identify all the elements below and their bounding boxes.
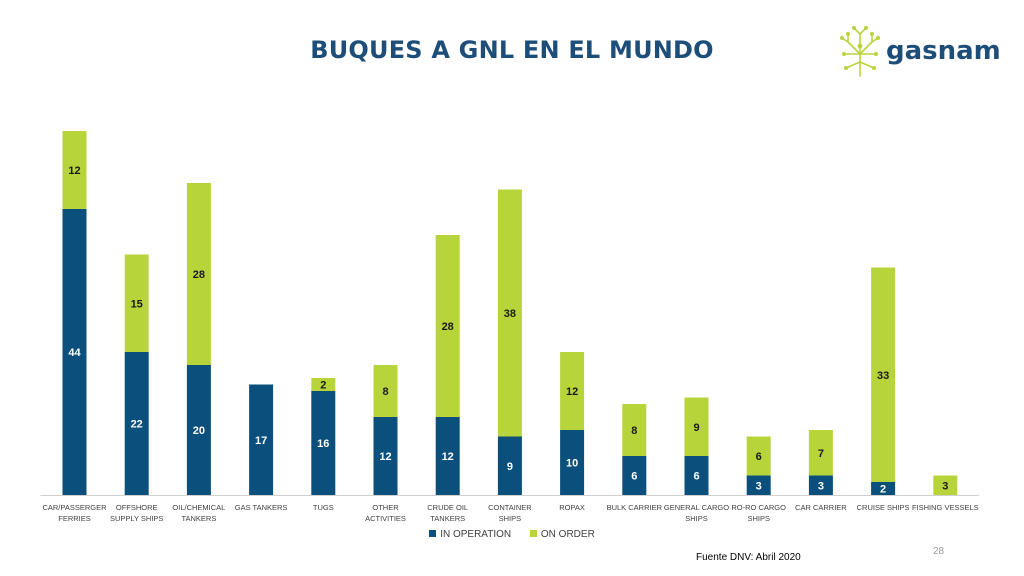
data-label: 9 xyxy=(507,461,513,473)
x-tick-label: ROPAX xyxy=(559,503,585,512)
data-label: 28 xyxy=(442,321,454,333)
data-label: 12 xyxy=(442,451,454,463)
bar-on-order xyxy=(622,404,647,456)
legend-item-in-operation: IN OPERATION xyxy=(429,529,511,540)
x-tick-label: TANKERS xyxy=(181,514,216,523)
gasnam-logo: gasnam xyxy=(836,24,1001,80)
data-label: 38 xyxy=(504,308,516,320)
x-tick-label: GAS TANKERS xyxy=(235,503,288,512)
data-label: 6 xyxy=(631,471,637,483)
legend-swatch-in-operation xyxy=(429,530,437,537)
legend-label-in-operation: IN OPERATION xyxy=(440,529,512,540)
bar-in-operation xyxy=(746,475,771,495)
bar-on-order xyxy=(560,352,585,430)
x-tick-label: CAR/PASSERGER xyxy=(42,503,107,512)
bar-on-order xyxy=(124,254,149,352)
bar-on-order xyxy=(684,397,709,456)
x-tick-label: GENERAL CARGO xyxy=(664,503,729,512)
data-label: 16 xyxy=(317,438,329,450)
x-tick-label: CRUISE SHIPS xyxy=(857,503,910,512)
bar-on-order xyxy=(808,430,833,476)
x-tick-label: FISHING VESSELS xyxy=(912,503,979,512)
bar-in-operation xyxy=(311,391,336,495)
data-label: 3 xyxy=(756,480,762,492)
bar-in-operation xyxy=(373,417,398,495)
x-tick-label: FERRIES xyxy=(58,514,91,523)
bar-in-operation xyxy=(497,436,522,495)
data-label: 7 xyxy=(818,448,824,460)
data-label: 9 xyxy=(693,422,699,434)
x-tick-label: OIL/CHEMICAL xyxy=(172,503,225,512)
data-label: 6 xyxy=(756,451,762,463)
bar-on-order xyxy=(186,183,211,365)
x-tick-label: CRUDE OIL xyxy=(427,503,468,512)
x-tick-label: SHIPS xyxy=(747,514,770,523)
x-tick-label: CONTAINER xyxy=(488,503,532,512)
x-tick-label: OFFSHORE xyxy=(116,503,158,512)
data-label: 3 xyxy=(818,480,824,492)
data-label: 22 xyxy=(131,419,143,431)
bar-in-operation xyxy=(62,209,87,495)
data-label: 6 xyxy=(693,471,699,483)
bar-on-order xyxy=(373,365,398,417)
bar-in-operation xyxy=(871,482,896,495)
data-label: 44 xyxy=(68,347,81,359)
data-label: 2 xyxy=(320,380,326,392)
bar-in-operation xyxy=(560,430,585,495)
page-title: BUQUES A GNL EN EL MUNDO xyxy=(310,36,714,64)
bar-in-operation xyxy=(124,352,149,495)
bar-on-order xyxy=(62,131,87,209)
data-label: 8 xyxy=(382,386,388,398)
bar-in-operation xyxy=(622,456,647,495)
bar-in-operation xyxy=(186,365,211,495)
x-tick-label: TUGS xyxy=(313,503,334,512)
x-tick-label: TANKERS xyxy=(430,514,465,523)
bar-on-order xyxy=(871,267,896,482)
bar-on-order xyxy=(933,475,958,495)
x-tick-label: RO-RO CARGO xyxy=(731,503,786,512)
bar-on-order xyxy=(497,189,522,437)
data-label: 2 xyxy=(880,484,886,496)
gasnam-leaf-icon xyxy=(840,26,880,77)
legend-item-on-order: ON ORDER xyxy=(529,529,595,540)
data-label: 8 xyxy=(631,425,637,437)
x-tick-label: CAR CARRIER xyxy=(795,503,847,512)
bar-in-operation xyxy=(808,475,833,495)
data-label: 3 xyxy=(942,480,948,492)
legend-label-on-order: ON ORDER xyxy=(540,529,595,540)
bar-in-operation xyxy=(249,384,274,495)
legend-swatch-on-order xyxy=(529,530,537,537)
bar-on-order xyxy=(311,378,336,391)
data-label: 15 xyxy=(131,298,143,310)
data-label: 28 xyxy=(193,269,205,281)
source-note: Fuente DNV: Abril 2020 xyxy=(696,552,801,563)
page-number: 28 xyxy=(933,546,945,557)
x-tick-label: ACTIVITIES xyxy=(365,514,406,523)
x-tick-label: BULK CARRIER xyxy=(607,503,663,512)
x-tick-label: SHIPS xyxy=(499,514,522,523)
data-label: 12 xyxy=(68,165,80,177)
data-label: 12 xyxy=(566,386,578,398)
bar-in-operation xyxy=(684,456,709,495)
data-label: 17 xyxy=(255,435,267,447)
x-tick-label: SHIPS xyxy=(685,514,708,523)
x-tick-label: SUPPLY SHIPS xyxy=(110,514,164,523)
bar-on-order xyxy=(435,235,460,417)
x-tick-label: OTHER xyxy=(372,503,399,512)
gasnam-logo-text: gasnam xyxy=(886,36,1001,66)
data-label: 10 xyxy=(566,458,578,470)
bar-on-order xyxy=(746,436,771,476)
data-label: 33 xyxy=(877,370,889,382)
chart-legend: IN OPERATION ON ORDER xyxy=(0,529,1024,540)
bar-in-operation xyxy=(435,417,460,495)
data-label: 20 xyxy=(193,425,205,437)
data-label: 12 xyxy=(379,451,391,463)
